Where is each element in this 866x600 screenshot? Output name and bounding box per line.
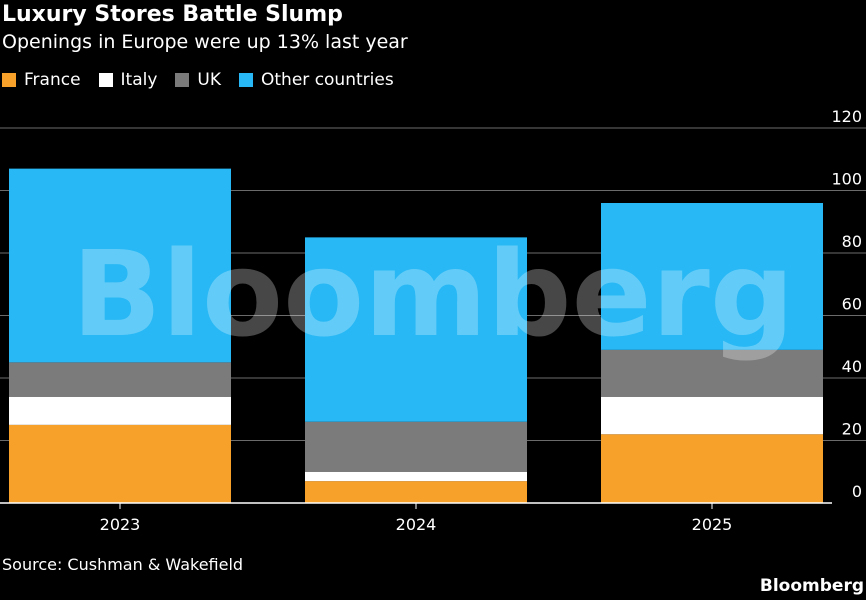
y-tick-label-20: 20 — [842, 420, 862, 439]
legend-label-france: France — [24, 70, 81, 90]
legend-swatch-uk — [175, 73, 190, 87]
bar-2024-france — [305, 481, 527, 503]
bar-2023-italy — [9, 396, 231, 425]
legend-label-other: Other countries — [261, 70, 394, 90]
y-tick-label-100: 100 — [831, 170, 862, 189]
watermark: Bloomberg — [72, 225, 795, 363]
x-tick-label-2024: 2024 — [396, 515, 437, 534]
y-tick-label-80: 80 — [842, 232, 862, 251]
bar-2023-uk — [9, 362, 231, 397]
legend-swatch-other — [239, 73, 254, 87]
legend-item-france: France — [2, 70, 81, 90]
x-tick-label-2025: 2025 — [692, 515, 733, 534]
bar-2024-uk — [305, 421, 527, 472]
legend-swatch-italy — [98, 73, 113, 87]
legend-label-uk: UK — [197, 70, 222, 90]
y-tick-label-120: 120 — [831, 107, 862, 126]
legend-item-other: Other countries — [239, 70, 394, 90]
bar-2025-france — [601, 434, 823, 503]
bar-2025-uk — [601, 349, 823, 397]
chart-subtitle: Openings in Europe were up 13% last year — [2, 31, 408, 53]
source-note: Source: Cushman & Wakefield — [2, 555, 244, 574]
legend-swatch-france — [2, 73, 16, 87]
bar-2024-other-countries — [305, 237, 527, 422]
legend-item-uk: UK — [175, 70, 221, 90]
y-tick-label-0: 0 — [852, 482, 862, 501]
bar-2024-italy — [305, 471, 527, 482]
legend: France Italy UK Other countries — [2, 70, 412, 90]
chart-title: Luxury Stores Battle Slump — [2, 2, 343, 27]
legend-label-italy: Italy — [120, 70, 158, 90]
y-tick-label-60: 60 — [842, 295, 862, 314]
x-tick-label-2023: 2023 — [100, 515, 141, 534]
bar-2025-italy — [601, 396, 823, 435]
legend-item-italy: Italy — [98, 70, 158, 90]
bar-2025-other-countries — [601, 203, 823, 350]
brand-logo: Bloomberg — [759, 576, 864, 596]
bar-2023-other-countries — [9, 168, 231, 363]
y-tick-label-40: 40 — [842, 357, 862, 376]
bar-2023-france — [9, 424, 231, 503]
